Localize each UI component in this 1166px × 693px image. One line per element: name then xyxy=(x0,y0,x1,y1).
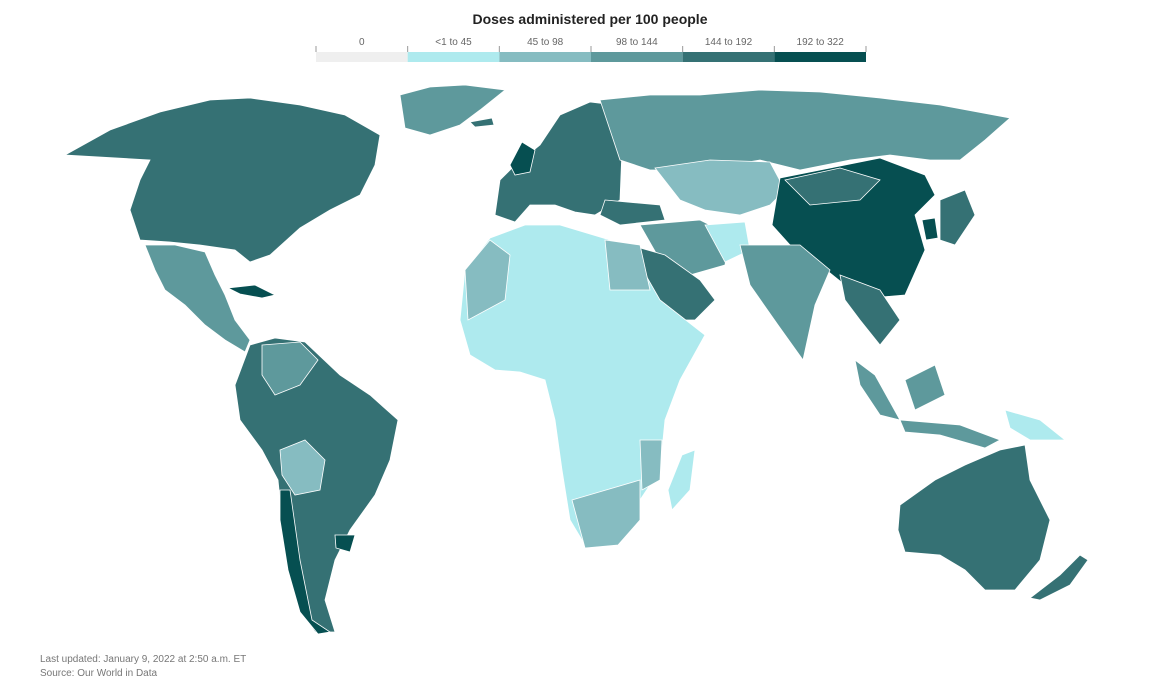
region xyxy=(639,439,663,491)
region xyxy=(784,167,881,206)
region xyxy=(599,199,666,226)
region xyxy=(1004,409,1067,441)
region xyxy=(63,97,381,263)
region xyxy=(226,284,277,299)
world-map xyxy=(63,84,1089,635)
legend-label: 98 to 144 xyxy=(616,37,658,48)
region xyxy=(599,89,1011,171)
footer-updated: Last updated: January 9, 2022 at 2:50 a.… xyxy=(40,654,246,665)
legend-label: <1 to 45 xyxy=(435,37,472,48)
region xyxy=(839,274,901,346)
legend-swatch xyxy=(591,52,683,62)
region xyxy=(654,159,786,216)
region xyxy=(899,419,1001,449)
region xyxy=(334,534,356,553)
legend-swatch xyxy=(316,52,408,62)
region xyxy=(667,449,696,511)
map-title: Doses administered per 100 people xyxy=(473,11,708,27)
region xyxy=(279,489,332,635)
legend-label: 192 to 322 xyxy=(797,37,845,48)
legend-swatch xyxy=(682,52,775,62)
region xyxy=(464,239,511,321)
region xyxy=(854,359,901,421)
region xyxy=(604,239,651,291)
legend-swatch xyxy=(407,52,500,62)
region xyxy=(399,84,506,136)
legend-swatch xyxy=(774,52,866,62)
region xyxy=(571,479,641,549)
region xyxy=(897,444,1051,591)
region xyxy=(509,141,536,176)
region xyxy=(739,244,831,361)
legend-label: 144 to 192 xyxy=(705,37,753,48)
legend-label: 45 to 98 xyxy=(527,37,564,48)
region xyxy=(921,217,939,241)
region xyxy=(1029,554,1089,601)
footer-source: Source: Our World in Data xyxy=(40,668,158,679)
legend-swatch xyxy=(499,52,591,62)
legend: 0 <1 to 45 45 to 98 98 to 144 144 to 192 192 … xyxy=(315,37,867,62)
region xyxy=(469,117,495,128)
region xyxy=(904,364,946,411)
legend-label: 0 xyxy=(359,37,365,48)
region xyxy=(939,189,976,246)
region xyxy=(279,439,326,496)
region xyxy=(144,244,251,353)
region xyxy=(261,341,319,396)
